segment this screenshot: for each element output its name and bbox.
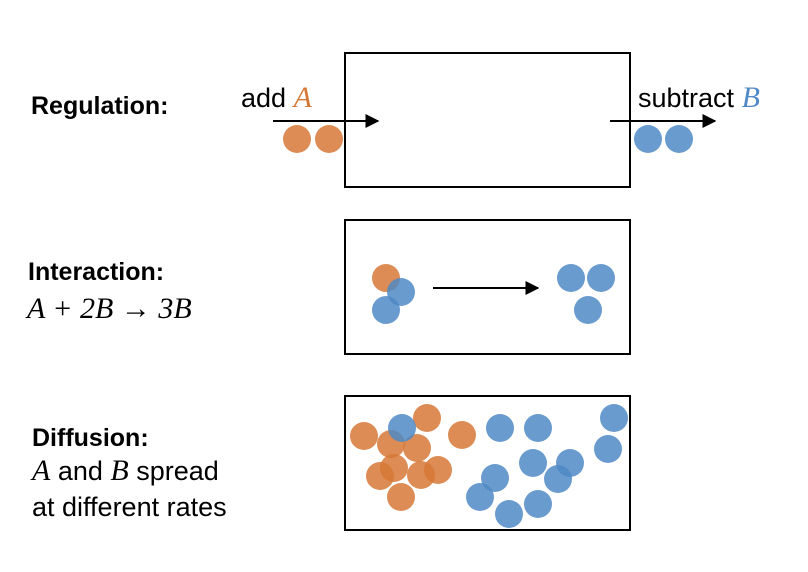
diffusion-box — [344, 395, 631, 531]
particle-a — [350, 422, 378, 450]
particle-b — [587, 264, 615, 292]
particle-a — [403, 434, 431, 462]
particle-a — [448, 421, 476, 449]
diffusion-title: Diffusion: — [32, 424, 149, 452]
interaction-title: Interaction: — [28, 258, 165, 286]
diffusion-description-line2: at different rates — [32, 492, 227, 522]
particle-b — [486, 414, 514, 442]
particle-a — [413, 404, 441, 432]
species-a-symbol: A — [32, 454, 51, 487]
particle-b — [495, 500, 523, 528]
particle-a — [283, 125, 311, 153]
particle-b — [544, 465, 572, 493]
interaction-box — [344, 219, 631, 355]
particle-b — [557, 264, 585, 292]
diffusion-description-line1: A and B spread — [32, 454, 219, 488]
add-word: add — [241, 83, 287, 113]
particle-a — [315, 125, 343, 153]
particle-b — [600, 404, 628, 432]
and-word: and — [57, 456, 103, 486]
subtract-label: subtract B — [638, 81, 760, 115]
particle-b — [594, 435, 622, 463]
particle-b — [524, 490, 552, 518]
particle-b — [524, 414, 552, 442]
particle-a — [424, 456, 452, 484]
particle-b — [372, 296, 400, 324]
particle-b — [634, 125, 662, 153]
add-label: add A — [241, 81, 312, 115]
add-species: A — [293, 81, 312, 114]
particle-b — [665, 125, 693, 153]
regulation-title: Regulation: — [31, 92, 169, 120]
particle-b — [388, 414, 416, 442]
particle-a — [380, 454, 408, 482]
subtract-species: B — [741, 81, 760, 114]
species-b-symbol: B — [110, 454, 129, 487]
particle-b — [574, 296, 602, 324]
spread-word: spread — [136, 456, 219, 486]
subtract-word: subtract — [638, 83, 735, 113]
interaction-reaction: A + 2B → 3B — [27, 292, 192, 325]
particle-b — [466, 483, 494, 511]
particle-b — [481, 464, 509, 492]
particle-a — [387, 483, 415, 511]
particle-b — [519, 449, 547, 477]
